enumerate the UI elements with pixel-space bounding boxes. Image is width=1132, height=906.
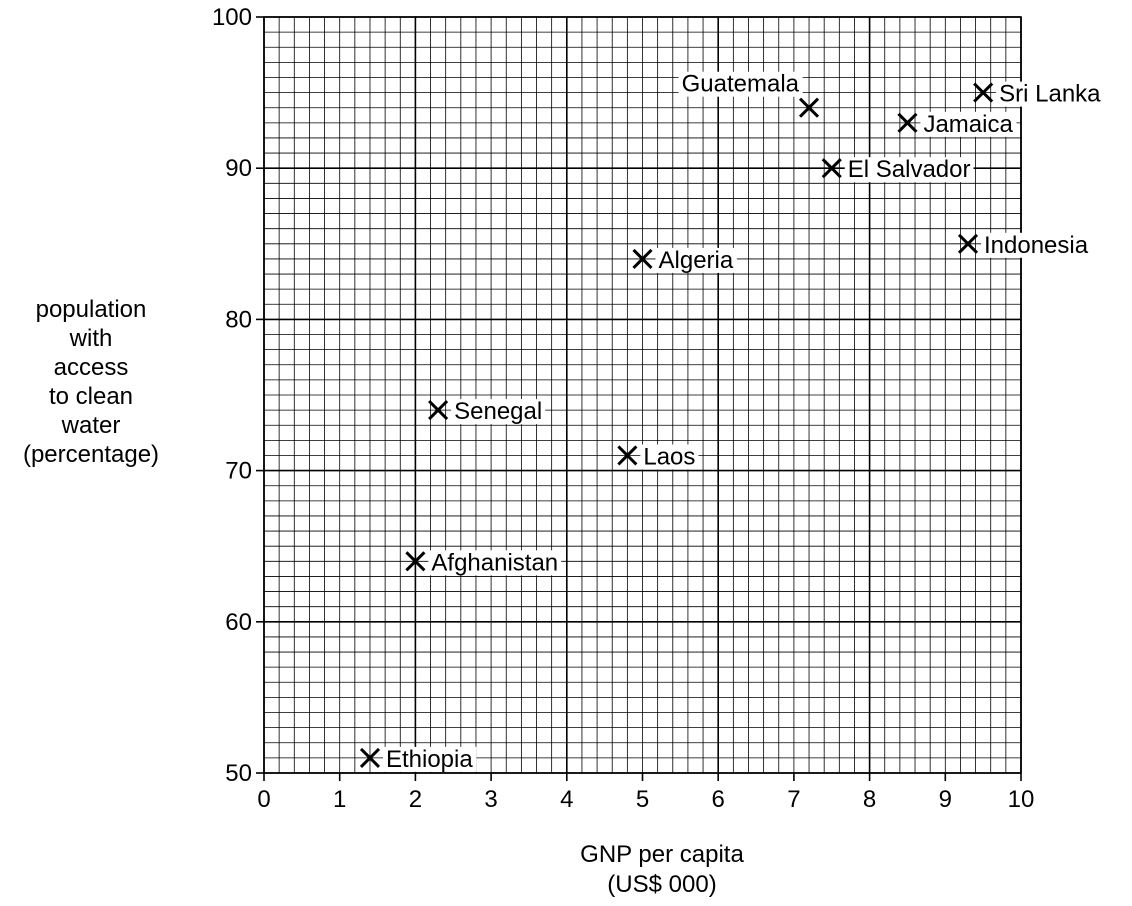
data-point: Jamaica xyxy=(897,111,1017,138)
point-marker-stroke xyxy=(897,112,918,133)
tick-labels: 0 1 2 3 4 5 6 7 8 9 10 50 60 70 80 90 100 xyxy=(212,4,1034,813)
x-tick-label: 1 xyxy=(333,786,346,813)
data-point: Ethiopia xyxy=(359,746,477,773)
grid-minor xyxy=(263,16,1022,774)
y-tick-label: 100 xyxy=(212,4,252,31)
y-tick-label: 90 xyxy=(225,155,252,182)
point-label-bg xyxy=(678,71,803,97)
x-tick-label: 5 xyxy=(636,786,649,813)
point-label: Jamaica xyxy=(923,111,1013,138)
point-marker-stroke xyxy=(359,747,381,768)
point-label-bg xyxy=(655,247,737,273)
point-label: El Salvador xyxy=(848,156,971,183)
x-tick-label: 2 xyxy=(409,786,422,813)
y-tick-label: 70 xyxy=(225,458,252,485)
data-point: Algeria xyxy=(632,247,737,274)
data-point: Afghanistan xyxy=(405,549,562,576)
point-label-bg xyxy=(981,232,1092,258)
point-label: Indonesia xyxy=(984,232,1089,259)
x-tick-label: 10 xyxy=(1008,786,1035,813)
point-label: Sri Lanka xyxy=(999,81,1101,108)
point-marker-stroke xyxy=(428,400,449,421)
point-marker-stroke xyxy=(632,248,653,269)
point-label-bg xyxy=(844,157,974,183)
y-tick-label: 60 xyxy=(225,609,252,636)
data-point: Senegal xyxy=(428,398,546,425)
point-label: Afghanistan xyxy=(431,549,558,576)
data-point: Laos xyxy=(617,443,699,470)
x-tick-label: 8 xyxy=(863,786,876,813)
point-label-bg xyxy=(428,550,562,576)
x-tick-label: 9 xyxy=(939,786,952,813)
point-label-bg xyxy=(996,81,1105,107)
point-label: Laos xyxy=(643,443,695,470)
data-points: Ethiopia Afghanistan Senegal Laos Algeria Gua… xyxy=(359,71,1105,773)
point-label-bg xyxy=(920,111,1017,137)
data-point: Sri Lanka xyxy=(973,81,1105,108)
x-axis-label: GNP per capita (US$ 000) xyxy=(452,840,872,900)
point-marker-stroke xyxy=(957,233,979,254)
x-tick-label: 4 xyxy=(560,786,573,813)
point-marker-stroke xyxy=(821,158,842,179)
point-marker-stroke xyxy=(617,445,638,466)
point-marker-stroke xyxy=(973,82,994,103)
point-label: Ethiopia xyxy=(386,746,473,773)
point-label: Senegal xyxy=(454,398,542,425)
x-tick-label: 3 xyxy=(484,786,497,813)
x-tick-label: 6 xyxy=(712,786,725,813)
point-label-bg xyxy=(382,746,477,772)
x-tick-label: 0 xyxy=(257,786,270,813)
point-label: Guatemala xyxy=(682,71,800,98)
x-axis-label-line2: (US$ 000) xyxy=(607,871,717,898)
data-point: Guatemala xyxy=(678,71,820,118)
x-axis-label-line1: GNP per capita xyxy=(580,841,744,868)
x-tick-label: 7 xyxy=(787,786,800,813)
y-tick-label: 80 xyxy=(225,306,252,333)
y-axis-label: population with access to clean water (p… xyxy=(22,296,160,468)
data-point: Indonesia xyxy=(957,232,1092,259)
point-marker-stroke xyxy=(798,97,820,118)
point-label-bg xyxy=(451,399,546,425)
point-marker-stroke xyxy=(405,551,426,572)
data-point: El Salvador xyxy=(821,156,974,183)
y-tick-label: 50 xyxy=(225,760,252,787)
point-label-bg xyxy=(640,444,699,470)
point-label: Algeria xyxy=(659,247,734,274)
